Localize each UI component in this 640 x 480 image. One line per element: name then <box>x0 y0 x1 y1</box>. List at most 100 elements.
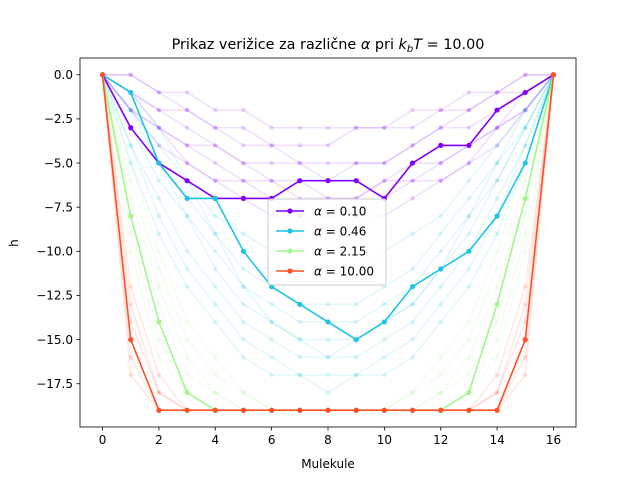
background-series-point <box>353 302 359 307</box>
background-series-point <box>410 390 415 395</box>
background-series-point <box>128 72 133 77</box>
background-series-point <box>184 249 190 254</box>
background-series-point <box>523 213 528 219</box>
background-series-point <box>128 372 133 378</box>
y-axis-label: h <box>7 239 21 247</box>
background-series-point <box>438 107 443 113</box>
background-series-point <box>466 125 472 130</box>
background-series-point <box>523 125 528 130</box>
background-series-point <box>184 143 190 148</box>
background-series-point <box>410 390 415 395</box>
x-tick-label: 10 <box>377 433 392 447</box>
background-series-line <box>101 74 555 200</box>
y-tick-label: −17.5 <box>36 377 73 391</box>
background-series-point <box>156 107 162 113</box>
series-point <box>409 284 416 290</box>
background-series-point <box>128 355 133 360</box>
y-tick-label: −2.5 <box>44 112 73 126</box>
background-series-point <box>241 390 246 395</box>
background-series-point <box>466 178 472 183</box>
background-series-point <box>241 284 246 289</box>
series-point <box>184 407 190 413</box>
background-series-point <box>466 372 472 378</box>
background-series-point <box>325 143 331 148</box>
background-series-point <box>523 107 528 113</box>
background-series-point <box>184 213 190 219</box>
background-series-point <box>213 319 218 325</box>
background-series-point <box>213 213 218 219</box>
background-series-point <box>128 143 133 148</box>
background-series-point <box>523 372 528 378</box>
x-tick-label: 6 <box>268 433 276 447</box>
background-series-point <box>494 160 500 166</box>
background-series-point <box>184 143 190 148</box>
background-series-point <box>128 107 133 113</box>
series-point <box>156 319 162 325</box>
background-series-point <box>382 160 387 166</box>
background-series-point <box>184 160 190 166</box>
background-series-point <box>410 143 415 148</box>
background-series-point <box>494 90 500 95</box>
legend-marker <box>287 268 293 274</box>
background-series-point <box>269 372 274 378</box>
series-point <box>522 89 528 96</box>
background-series-point <box>184 107 190 113</box>
background-series-point <box>128 107 133 113</box>
series-point <box>240 195 247 201</box>
background-series-point <box>128 72 133 77</box>
series-point <box>522 195 528 201</box>
legend-label: α = 0.10 <box>314 204 366 218</box>
background-series-point <box>241 355 246 360</box>
background-series-point <box>269 143 274 148</box>
background-series-point <box>184 125 190 130</box>
background-series-point <box>466 337 472 342</box>
background-series-point <box>494 125 500 130</box>
background-series-point <box>494 178 500 183</box>
series-point <box>522 337 528 343</box>
background-series-point <box>241 160 246 166</box>
background-series-point <box>325 390 331 395</box>
series-point <box>466 142 472 148</box>
series-point <box>494 107 500 113</box>
background-series-point <box>269 178 274 183</box>
background-series-point <box>241 319 246 325</box>
background-series-point <box>523 72 528 77</box>
y-tick-label: −15.0 <box>36 333 73 347</box>
background-series-point <box>128 107 133 113</box>
background-series-point <box>297 143 303 148</box>
legend: α = 0.10 α = 0.46 α = 2.15 α = 10.00 <box>267 198 387 286</box>
background-series-point <box>269 160 274 166</box>
series-point <box>494 301 500 307</box>
series-point <box>494 407 500 413</box>
background-series-point <box>128 178 133 183</box>
background-series-point <box>156 390 162 395</box>
background-series-point <box>438 372 443 378</box>
background-series-point <box>494 231 500 236</box>
background-series-point <box>410 319 415 325</box>
background-series-point <box>128 143 133 148</box>
background-series-point <box>184 160 190 166</box>
background-series-point <box>438 213 443 219</box>
background-series-point <box>410 337 415 342</box>
series-point <box>466 407 472 413</box>
background-series-point <box>128 231 133 236</box>
background-series-point <box>241 178 246 183</box>
series-point <box>212 407 218 413</box>
background-series-point <box>494 266 500 272</box>
y-tick-label: −5.0 <box>44 156 73 170</box>
x-axis-label: Mulekule <box>301 457 355 471</box>
background-series-point <box>156 125 162 130</box>
background-series-point <box>184 107 190 113</box>
background-series-point <box>241 143 246 148</box>
legend-marker <box>287 228 293 234</box>
background-series-point <box>382 337 387 342</box>
background-series-point <box>410 196 415 201</box>
y-tick-label: 0.0 <box>54 68 73 82</box>
background-series-point <box>128 107 133 113</box>
background-series-point <box>494 390 500 395</box>
background-series-point <box>353 125 359 130</box>
background-series-point <box>523 107 528 113</box>
background-series-point <box>523 249 528 254</box>
legend-box <box>267 198 387 286</box>
background-series-point <box>410 302 415 307</box>
